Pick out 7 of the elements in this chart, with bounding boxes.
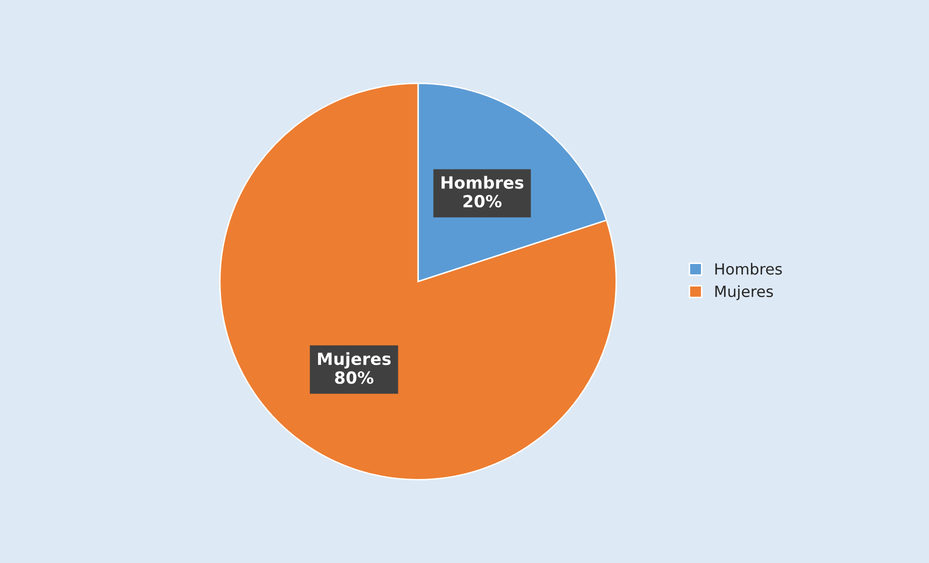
data-label: 20%: [463, 194, 502, 208]
legend-label: Hombres: [715, 262, 782, 275]
data-label: 80%: [335, 371, 374, 384]
pie-slice: [219, 82, 617, 480]
slice-label: Hombres: [442, 176, 524, 189]
slice-label: Mujeres: [318, 352, 391, 368]
legend-label: Mujeres: [715, 285, 773, 300]
